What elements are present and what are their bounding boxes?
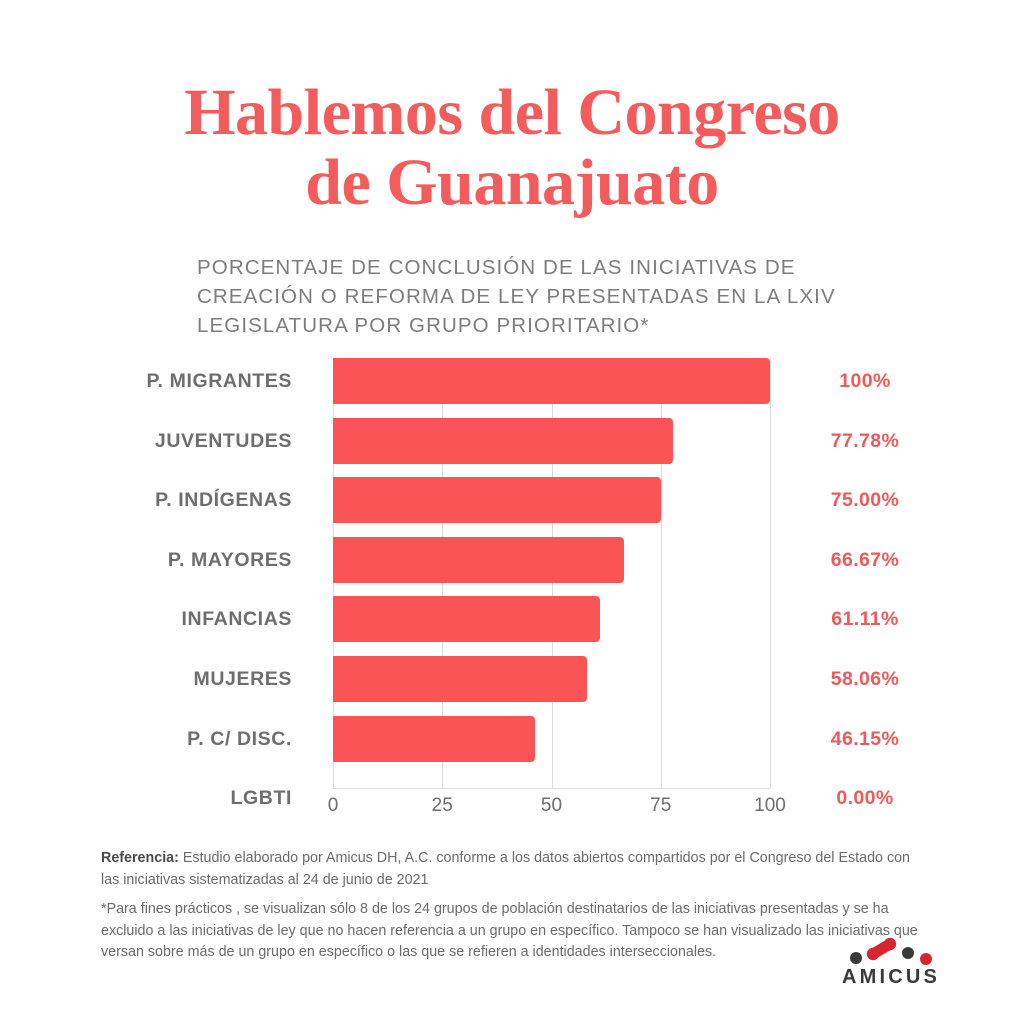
bar <box>333 715 535 762</box>
bar <box>333 358 770 404</box>
value-label: 75.00% <box>830 489 900 512</box>
category-label: P. MIGRANTES <box>146 370 292 392</box>
bar <box>333 596 601 643</box>
chart-row: LGBTI 0.00% <box>0 775 1024 821</box>
chart-row: P. C/ DISC. 46.15% <box>0 715 1024 762</box>
asterisk-note: *Para fines prácticos , se visualizan só… <box>101 901 918 960</box>
category-label: INFANCIAS <box>181 608 292 631</box>
amicus-logo-mark <box>850 937 932 965</box>
title-line-1: Hablemos del Congreso <box>184 76 840 149</box>
category-label: P. MAYORES <box>167 548 292 571</box>
category-label: P. C/ DISC. <box>187 727 292 750</box>
x-tick-label: 0 <box>327 795 339 816</box>
bar <box>333 536 625 583</box>
x-tick-label: 25 <box>431 795 453 816</box>
title-line-2: de Guanajuato <box>305 146 719 219</box>
x-tick-label: 50 <box>540 795 563 816</box>
gridline <box>660 358 662 788</box>
value-label: 66.67% <box>830 548 900 571</box>
value-label: 61.11% <box>831 608 899 631</box>
chart-row: P. MAYORES 66.67% <box>0 536 1024 583</box>
bar-chart: P. MIGRANTES 100% JUVENTUDES 77.78% P. INDÍG… <box>0 358 1024 816</box>
category-label: MUJERES <box>193 668 292 690</box>
x-axis-line <box>333 788 770 789</box>
chart-subtitle: PORCENTAJE DE CONCLUSIÓN DE LAS INICIATI… <box>197 256 836 337</box>
chart-row: JUVENTUDES 77.78% <box>0 417 1024 464</box>
reference-note: Referencia: Estudio elaborado por Amicus… <box>101 848 925 891</box>
amicus-logo-text: AMICUS <box>841 966 941 988</box>
category-label: LGBTI <box>230 787 292 810</box>
chart-row: P. INDÍGENAS 75.00% <box>0 477 1024 524</box>
value-label: 0.00% <box>836 787 894 810</box>
gridline <box>770 358 771 788</box>
value-label: 46.15% <box>830 727 900 750</box>
page-title: Hablemos del Congreso de Guanajuato <box>0 78 1024 218</box>
chart-row: MUJERES 58.06% <box>0 656 1024 702</box>
category-label: P. INDÍGENAS <box>155 489 292 512</box>
value-label: 58.06% <box>830 668 900 690</box>
reference-label: Referencia: <box>101 850 179 866</box>
chart-row: P. MIGRANTES 100% <box>0 358 1024 404</box>
category-label: JUVENTUDES <box>154 429 292 452</box>
bar <box>333 656 587 702</box>
x-tick-label: 100 <box>754 795 786 816</box>
amicus-logo: AMICUS <box>836 936 946 998</box>
reference-text: Estudio elaborado por Amicus DH, A.C. co… <box>101 850 910 888</box>
footnotes: Referencia: Estudio elaborado por Amicus… <box>101 848 925 964</box>
bar-rows: P. MIGRANTES 100% JUVENTUDES 77.78% P. INDÍG… <box>0 358 1024 809</box>
bar <box>333 417 673 464</box>
chart-row: INFANCIAS 61.11% <box>0 596 1024 643</box>
x-tick-label: 75 <box>650 795 672 816</box>
bar <box>333 477 661 524</box>
value-label: 100% <box>839 370 891 392</box>
value-label: 77.78% <box>830 429 900 452</box>
